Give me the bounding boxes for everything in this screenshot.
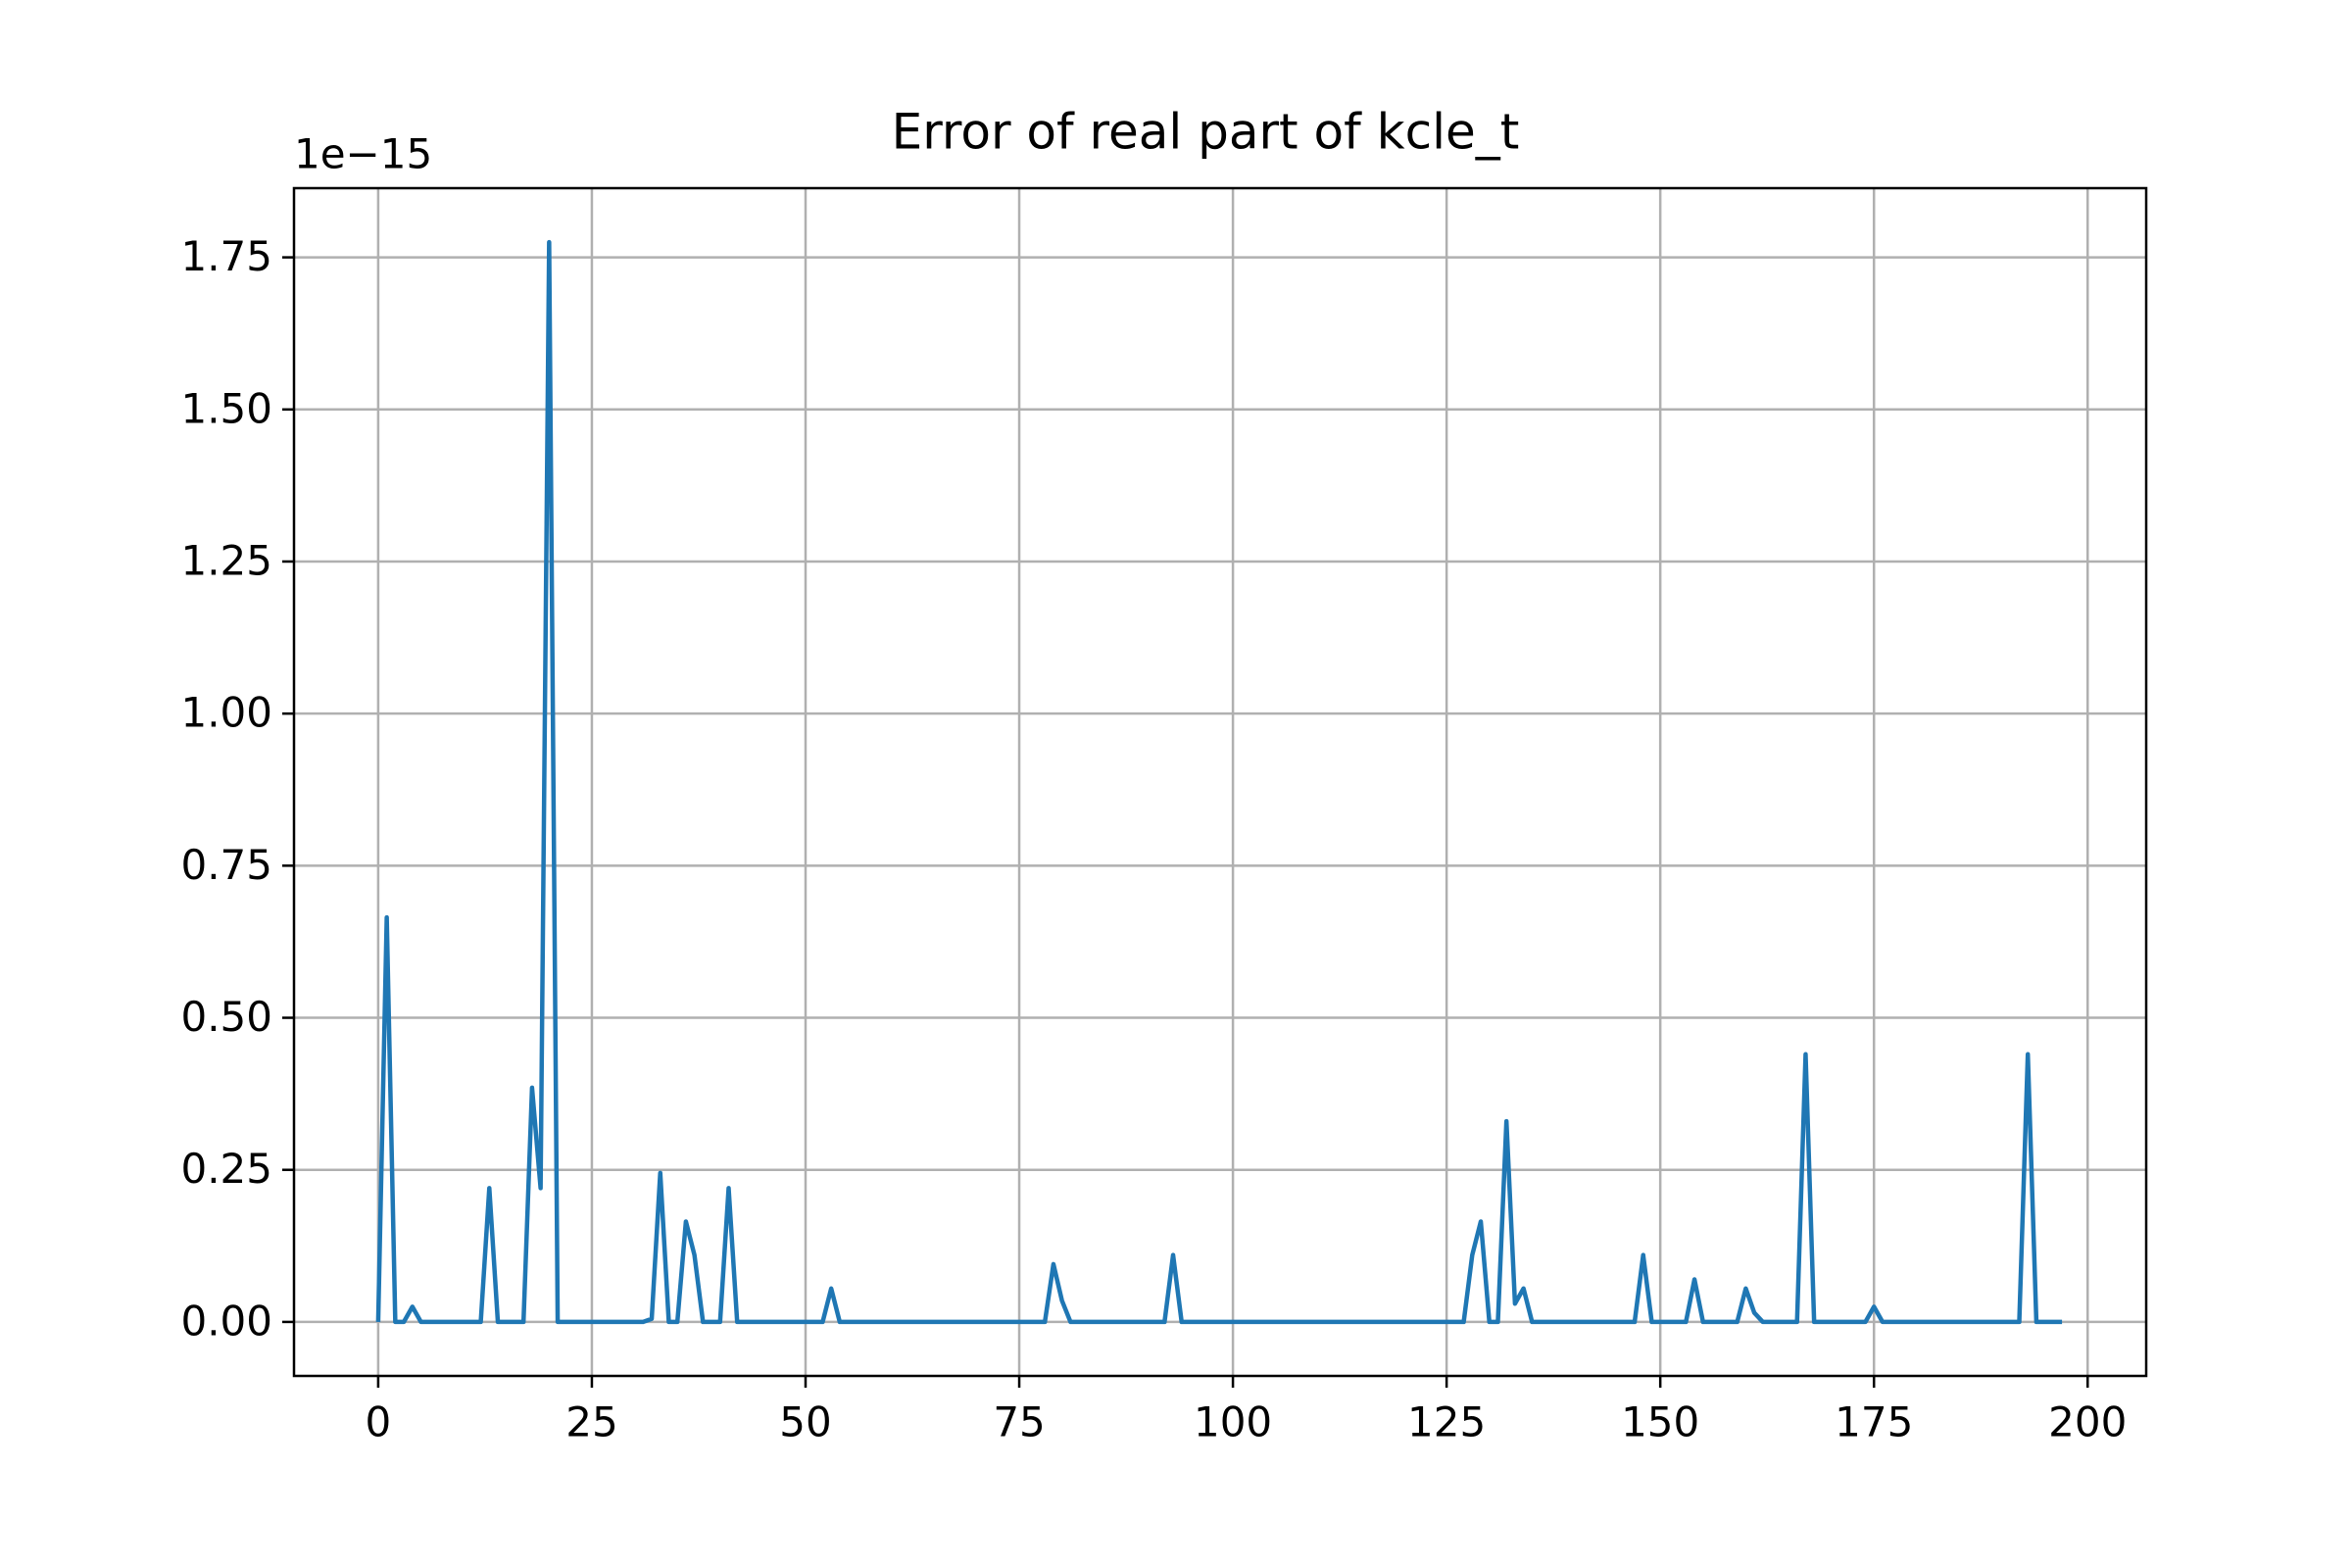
x-tick-label: 0 bbox=[366, 1398, 392, 1446]
y-tick-label: 1.75 bbox=[180, 232, 272, 280]
y-tick-label: 0.25 bbox=[180, 1145, 272, 1193]
offset-text: 1e−15 bbox=[294, 130, 432, 178]
x-tick-label: 100 bbox=[1194, 1398, 1272, 1446]
y-tick-label: 1.50 bbox=[180, 384, 272, 432]
x-tick-label: 50 bbox=[779, 1398, 831, 1446]
x-tick-label: 175 bbox=[1835, 1398, 1913, 1446]
y-tick-label: 0.00 bbox=[180, 1297, 272, 1345]
data-line bbox=[375, 239, 2063, 1325]
chart-title: Error of real part of kcle_t bbox=[892, 104, 1520, 161]
y-tick-label: 1.00 bbox=[180, 689, 272, 737]
y-tick-label: 0.75 bbox=[180, 841, 272, 889]
x-tick-label: 150 bbox=[1621, 1398, 1699, 1446]
axes-frame bbox=[292, 186, 2148, 1378]
y-tick-label: 1.25 bbox=[180, 536, 272, 584]
x-tick-label: 75 bbox=[993, 1398, 1045, 1446]
x-tick-label: 25 bbox=[565, 1398, 617, 1446]
y-tick-label: 0.50 bbox=[180, 993, 272, 1041]
x-tick-label: 125 bbox=[1407, 1398, 1486, 1446]
x-tick-label: 200 bbox=[2048, 1398, 2127, 1446]
